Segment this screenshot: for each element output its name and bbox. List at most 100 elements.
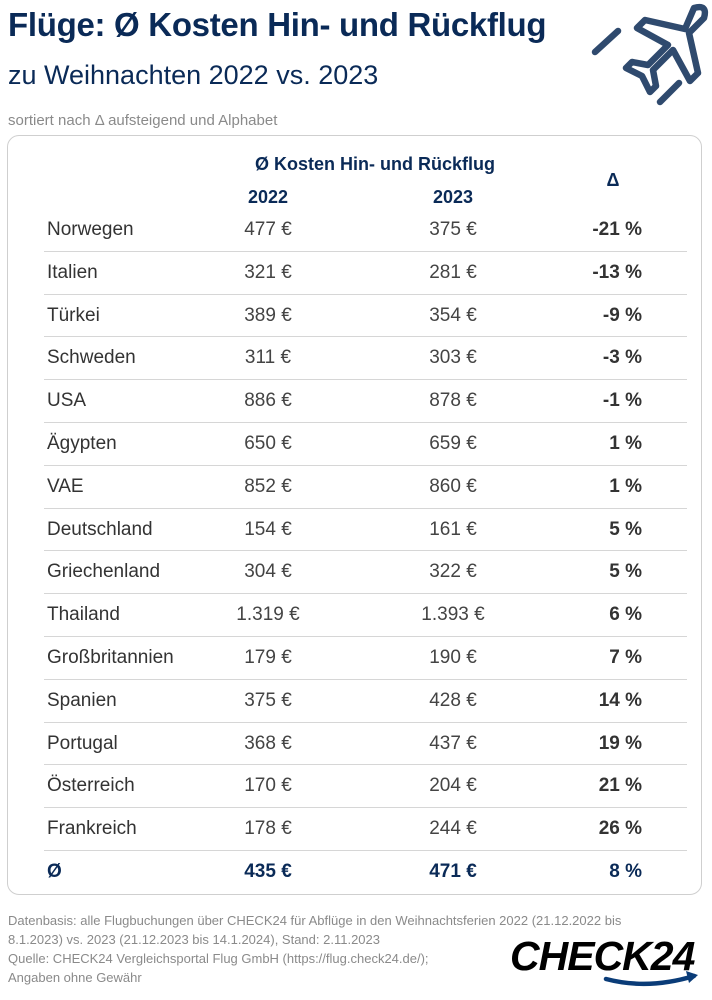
country-cell: Türkei xyxy=(47,304,100,326)
table-row: Spanien 375 € 428 € 14 % xyxy=(8,680,701,723)
cost-2022-cell: 311 € xyxy=(244,347,292,369)
page-subtitle: zu Weihnachten 2022 vs. 2023 xyxy=(8,60,379,90)
table-row: Italien 321 € 281 € -13 % xyxy=(8,252,701,295)
logo-text: CHECK24 xyxy=(510,933,696,979)
cost-2022-cell: 178 € xyxy=(244,818,292,840)
footnote-line: 8.1.2023) vs. 2023 (21.12.2023 bis 14.1.… xyxy=(8,932,380,947)
average-row: Ø 435 € 471 € 8 % xyxy=(8,851,701,894)
cost-2023-cell: 428 € xyxy=(429,689,477,711)
row-divider xyxy=(44,550,687,552)
column-header-2022: 2022 xyxy=(247,187,289,207)
airplane-icon xyxy=(591,3,709,106)
table-row: USA 886 € 878 € -1 % xyxy=(8,380,701,423)
country-cell: Frankreich xyxy=(47,818,137,840)
delta-cell: 26 % xyxy=(598,818,642,840)
table-row: Schweden 311 € 303 € -3 % xyxy=(8,337,701,381)
row-divider xyxy=(44,721,687,723)
cost-2023-cell: 860 € xyxy=(429,475,477,497)
cost-2023-cell: 303 € xyxy=(429,347,477,369)
cost-2022-cell: 886 € xyxy=(244,390,292,412)
cost-2022-cell: 650 € xyxy=(244,432,292,454)
table-row: Österreich 170 € 204 € 21 % xyxy=(8,765,701,809)
cost-2023-cell: 281 € xyxy=(429,261,477,283)
table-row: Portugal 368 € 437 € 19 % xyxy=(8,723,701,766)
table-body: Norwegen 477 € 375 € -21 % Italien 321 €… xyxy=(8,209,701,894)
delta-cell: 19 % xyxy=(598,732,642,754)
delta-cell: -9 % xyxy=(602,304,642,326)
delta-cell: 7 % xyxy=(609,646,642,668)
row-divider xyxy=(44,293,687,295)
row-divider xyxy=(44,250,687,252)
cost-2022-cell: 1.319 € xyxy=(236,604,300,626)
country-cell: Großbritannien xyxy=(47,646,174,668)
cost-2022-cell: 375 € xyxy=(244,689,292,711)
delta-cell: 14 % xyxy=(598,689,642,711)
country-cell: Österreich xyxy=(47,775,135,797)
cost-2022-cell: 154 € xyxy=(244,518,292,540)
delta-cell: 5 % xyxy=(609,561,642,583)
table-row: Griechenland 304 € 322 € 5 % xyxy=(8,551,701,595)
cost-2023-cell: 659 € xyxy=(429,432,477,454)
row-divider xyxy=(44,379,687,381)
country-cell: Griechenland xyxy=(47,561,161,583)
cost-2023-cell: 322 € xyxy=(429,561,477,583)
cost-2023-cell: 375 € xyxy=(429,219,477,240)
footnote-line: Datenbasis: alle Flugbuchungen über CHEC… xyxy=(8,913,622,928)
average-label: Ø xyxy=(47,860,62,882)
country-cell: Thailand xyxy=(47,604,120,626)
row-divider xyxy=(44,336,687,338)
cost-2022-cell: 852 € xyxy=(244,475,292,497)
table-row: Ägypten 650 € 659 € 1 % xyxy=(8,423,701,466)
country-cell: Norwegen xyxy=(47,219,134,240)
footnote-line: Angaben ohne Gewähr xyxy=(8,970,142,985)
cost-2023-cell: 190 € xyxy=(429,646,477,668)
country-cell: USA xyxy=(47,390,87,412)
footnote-line: Quelle: CHECK24 Vergleichsportal Flug Gm… xyxy=(8,951,429,966)
delta-cell: 1 % xyxy=(609,432,642,454)
country-cell: Deutschland xyxy=(47,518,153,540)
average-2023-cell: 471 € xyxy=(429,860,477,882)
cost-2023-cell: 878 € xyxy=(429,390,477,412)
row-divider xyxy=(44,678,687,680)
country-cell: VAE xyxy=(47,475,84,497)
delta-cell: 5 % xyxy=(609,518,642,540)
delta-cell: 6 % xyxy=(609,604,642,626)
cost-2022-cell: 179 € xyxy=(244,646,292,668)
cost-2023-cell: 161 € xyxy=(429,518,477,540)
delta-cell: -13 % xyxy=(592,261,642,283)
row-divider xyxy=(44,593,687,595)
table-row: VAE 852 € 860 € 1 % xyxy=(8,466,701,509)
cost-2022-cell: 321 € xyxy=(244,261,292,283)
cost-2023-cell: 437 € xyxy=(429,732,477,754)
country-cell: Schweden xyxy=(47,347,136,369)
row-divider xyxy=(44,764,687,766)
cost-2022-cell: 477 € xyxy=(244,219,292,240)
delta-cell: 21 % xyxy=(598,775,642,797)
cost-2023-cell: 354 € xyxy=(429,304,477,326)
row-divider xyxy=(44,635,687,637)
row-divider xyxy=(44,807,687,809)
table-row: Deutschland 154 € 161 € 5 % xyxy=(8,509,701,552)
table-header-main: Ø Kosten Hin- und Rückflug xyxy=(255,154,495,174)
sort-note: sortiert nach Δ aufsteigend und Alphabet xyxy=(8,112,278,129)
table-row: Norwegen 477 € 375 € -21 % xyxy=(8,209,701,252)
cost-2023-cell: 204 € xyxy=(429,775,477,797)
cost-table: Ø Kosten Hin- und Rückflug 2022 2023 Δ N… xyxy=(7,135,702,895)
cost-2022-cell: 304 € xyxy=(244,561,292,583)
cost-2023-cell: 1.393 € xyxy=(421,604,485,626)
row-divider xyxy=(44,849,687,851)
country-cell: Italien xyxy=(47,261,98,283)
table-row: Türkei 389 € 354 € -9 % xyxy=(8,295,701,338)
column-header-2023: 2023 xyxy=(432,187,474,207)
average-2022-cell: 435 € xyxy=(244,860,292,882)
cost-2022-cell: 389 € xyxy=(244,304,292,326)
row-divider xyxy=(44,507,687,509)
delta-cell: -3 % xyxy=(602,347,642,369)
country-cell: Ägypten xyxy=(47,432,117,454)
row-divider xyxy=(44,464,687,466)
source-footnote: Datenbasis: alle Flugbuchungen über CHEC… xyxy=(8,911,668,987)
table-row: Großbritannien 179 € 190 € 7 % xyxy=(8,637,701,680)
delta-cell: -21 % xyxy=(592,219,642,240)
delta-cell: -1 % xyxy=(602,390,642,412)
page-title: Flüge: Ø Kosten Hin- und Rückflug xyxy=(8,6,547,43)
